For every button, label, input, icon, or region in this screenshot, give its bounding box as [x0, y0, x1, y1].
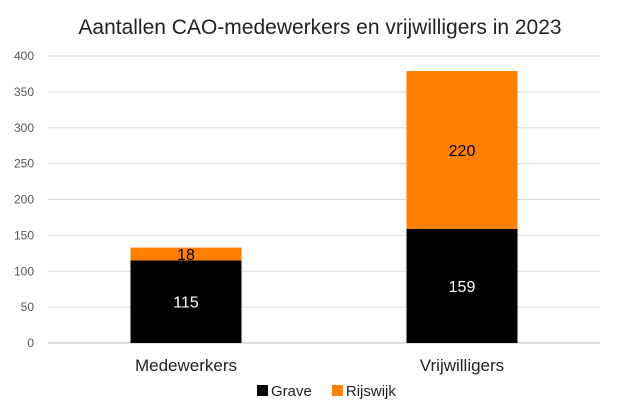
y-tick-label: 50	[21, 300, 35, 314]
y-tick-label: 150	[14, 228, 34, 242]
legend-label: Rijswijk	[346, 383, 396, 400]
bars	[130, 71, 518, 343]
y-tick-label: 0	[27, 336, 34, 350]
x-tick-label: Medewerkers	[135, 356, 237, 375]
chart-title: Aantallen CAO-medewerkers en vrijwillige…	[78, 16, 561, 39]
y-tick-label: 250	[14, 157, 34, 171]
legend-label: Grave	[271, 383, 312, 400]
x-tick-label: Vrijwilligers	[420, 356, 504, 375]
legend: Grave Rijswijk	[257, 383, 396, 400]
data-label: 18	[177, 247, 195, 264]
data-label: 115	[173, 295, 199, 312]
y-tick-label: 100	[14, 264, 34, 278]
y-tick-label: 300	[14, 121, 34, 135]
bar-segment	[130, 260, 242, 343]
y-tick-label: 350	[14, 85, 34, 99]
y-tick-label: 200	[14, 193, 34, 207]
x-axis: Medewerkers Vrijwilligers	[135, 356, 504, 375]
y-tick-label: 400	[14, 49, 34, 63]
legend-swatch	[257, 385, 268, 396]
bar-segment	[130, 247, 242, 261]
bar-segment	[406, 71, 518, 229]
legend-swatch	[331, 385, 343, 396]
data-labels: 115 18 159 220	[173, 143, 475, 312]
bar-segment	[406, 228, 518, 343]
data-label: 220	[449, 143, 476, 160]
y-axis: 0 50 100 150 200 250 300 350 400	[14, 49, 34, 350]
data-label: 159	[449, 279, 476, 296]
